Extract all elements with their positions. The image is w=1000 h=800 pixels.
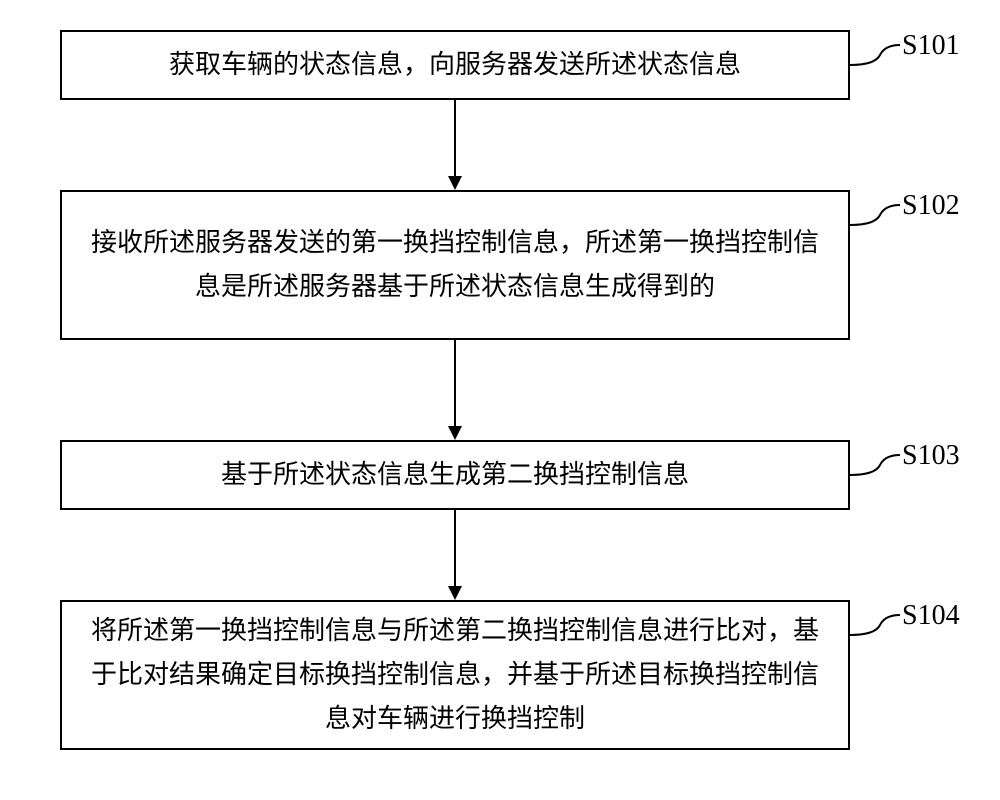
step-label-s101: S101	[902, 30, 960, 62]
step-label-s102: S102	[902, 190, 960, 222]
flow-step-s104: 将所述第一换挡控制信息与所述第二换挡控制信息进行比对，基于比对结果确定目标换挡控…	[60, 600, 850, 750]
flow-step-s101: 获取车辆的状态信息，向服务器发送所述状态信息	[60, 30, 850, 100]
arrow-s103-s104	[447, 510, 463, 600]
flowchart-root: 获取车辆的状态信息，向服务器发送所述状态信息 S101 接收所述服务器发送的第一…	[0, 0, 1000, 800]
flow-step-text: 基于所述状态信息生成第二换挡控制信息	[221, 453, 689, 497]
flow-step-s102: 接收所述服务器发送的第一换挡控制信息，所述第一换挡控制信息是所述服务器基于所述状…	[60, 190, 850, 340]
flow-step-text: 将所述第一换挡控制信息与所述第二换挡控制信息进行比对，基于比对结果确定目标换挡控…	[82, 609, 828, 742]
arrow-s102-s103	[447, 340, 463, 440]
flow-step-s103: 基于所述状态信息生成第二换挡控制信息	[60, 440, 850, 510]
flow-step-text: 获取车辆的状态信息，向服务器发送所述状态信息	[169, 43, 741, 87]
step-label-s103: S103	[902, 440, 960, 472]
arrow-s101-s102	[447, 100, 463, 190]
flow-step-text: 接收所述服务器发送的第一换挡控制信息，所述第一换挡控制信息是所述服务器基于所述状…	[82, 221, 828, 309]
step-label-s104: S104	[902, 600, 960, 632]
